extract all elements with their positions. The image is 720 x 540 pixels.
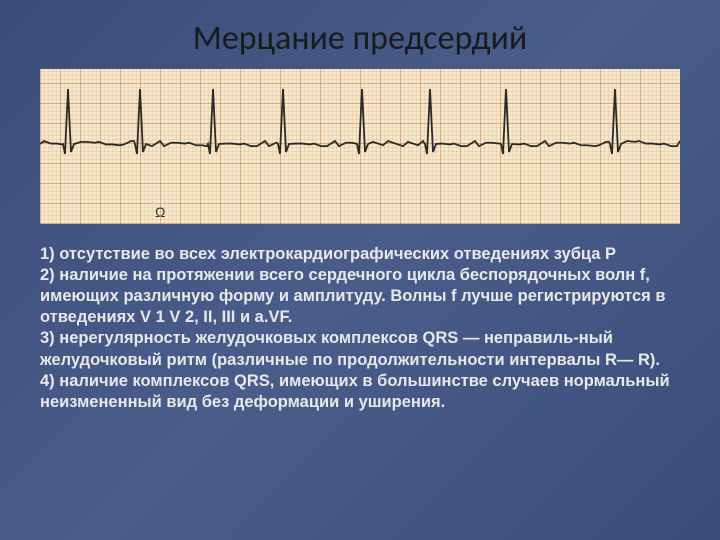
slide-title: Мерцание предсердий [40,18,680,59]
point-1: 1) отсутствие во всех электрокардиографи… [40,244,680,265]
ecg-label: Ω [155,204,165,220]
ecg-strip: Ω [40,69,680,224]
ecg-trace [40,69,680,224]
slide: Мерцание предсердий Ω 1) отсутствие во в… [0,0,720,540]
body-text: 1) отсутствие во всех электрокардиографи… [40,244,680,413]
point-4: 4) наличие комплексов QRS, имеющих в бол… [40,371,680,413]
point-3: 3) нерегулярность желудочковых комплексо… [40,328,680,370]
point-2: 2) наличие на протяжении всего сердечног… [40,265,680,328]
